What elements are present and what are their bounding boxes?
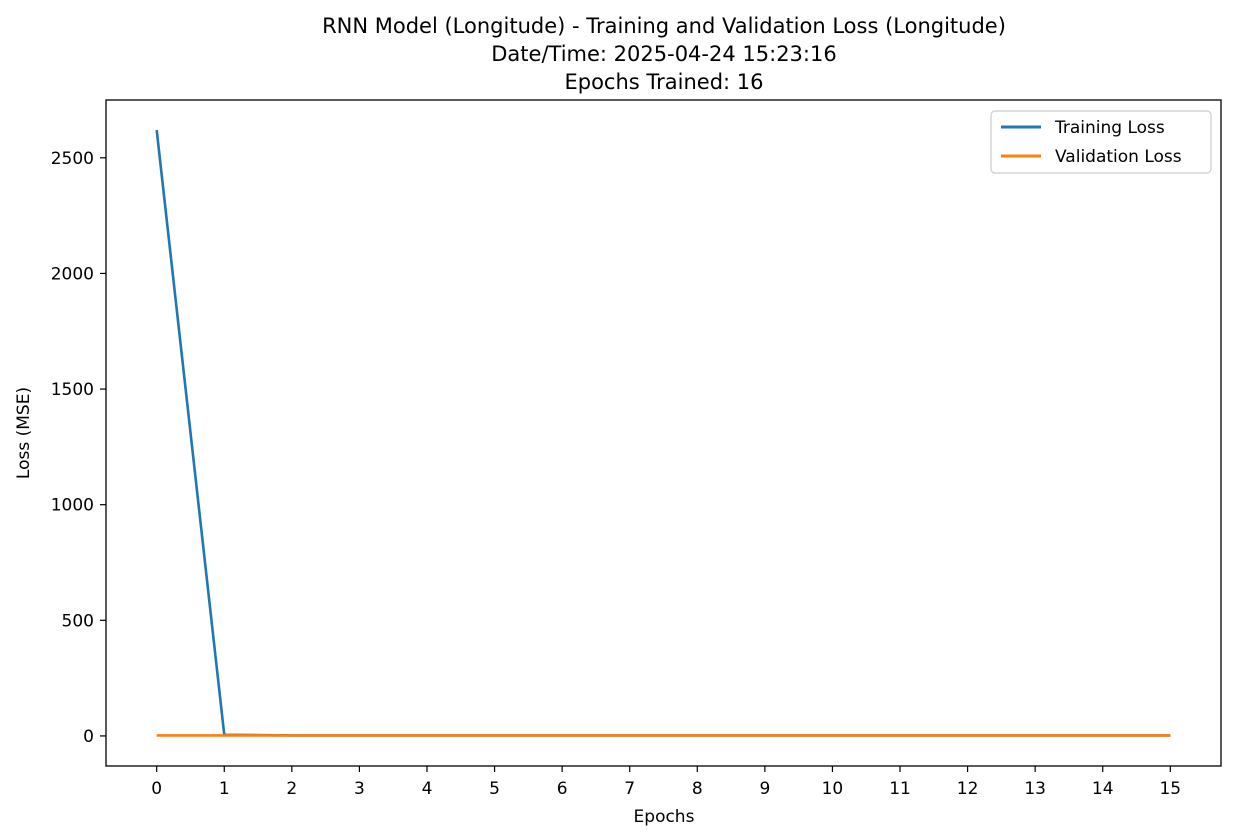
y-tick-label-5: 2500 xyxy=(51,149,94,169)
x-tick-label-14: 14 xyxy=(1092,779,1114,799)
x-tick-label-10: 10 xyxy=(822,779,844,799)
y-axis-label: Loss (MSE) xyxy=(14,387,34,479)
x-tick-label-7: 7 xyxy=(624,779,635,799)
x-tick-label-12: 12 xyxy=(957,779,979,799)
plot-frame xyxy=(105,99,1222,767)
x-axis-label: Epochs xyxy=(634,807,695,827)
x-tick-label-11: 11 xyxy=(889,779,911,799)
x-tick-label-4: 4 xyxy=(422,779,433,799)
x-tick-label-8: 8 xyxy=(692,779,703,799)
plot-area: 0 1 2 3 4 5 6 7 8 9 10 11 12 13 14 15050010001500200025… xyxy=(51,99,1222,799)
x-tick-label-0: 0 xyxy=(151,779,162,799)
y-tick-label-1: 500 xyxy=(62,611,94,631)
chart-title-line-3: Epochs Trained: 16 xyxy=(564,70,763,94)
y-tick-label-0: 0 xyxy=(83,727,94,747)
x-tick-label-1: 1 xyxy=(219,779,230,799)
legend-frame xyxy=(990,110,1212,174)
x-tick-label-5: 5 xyxy=(489,779,500,799)
x-tick-label-6: 6 xyxy=(557,779,568,799)
y-tick-label-2: 1000 xyxy=(51,496,94,516)
x-tick-label-3: 3 xyxy=(354,779,365,799)
x-tick-label-13: 13 xyxy=(1024,779,1046,799)
legend: Training Loss Validation Loss xyxy=(990,110,1212,174)
legend-label-validation-loss: Validation Loss xyxy=(1055,147,1182,167)
chart-title-line-2: Date/Time: 2025-04-24 15:23:16 xyxy=(491,42,836,66)
x-tick-label-15: 15 xyxy=(1159,779,1181,799)
y-tick-label-4: 2000 xyxy=(51,264,94,284)
chart-title-line-1: RNN Model (Longitude) - Training and Val… xyxy=(322,14,1006,38)
legend-label-training-loss: Training Loss xyxy=(1054,118,1165,138)
y-tick-label-3: 1500 xyxy=(51,380,94,400)
x-tick-label-2: 2 xyxy=(286,779,297,799)
x-tick-label-9: 9 xyxy=(759,779,770,799)
